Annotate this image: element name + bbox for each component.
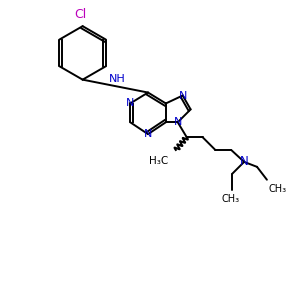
Text: H₃C: H₃C xyxy=(148,156,168,166)
Text: CH₃: CH₃ xyxy=(269,184,287,194)
Text: N: N xyxy=(174,117,182,127)
Text: N: N xyxy=(240,155,248,168)
Text: Cl: Cl xyxy=(74,8,87,21)
Text: N: N xyxy=(144,129,152,139)
Text: N: N xyxy=(178,91,187,100)
Text: NH: NH xyxy=(109,74,126,84)
Text: CH₃: CH₃ xyxy=(221,194,239,204)
Text: N: N xyxy=(126,98,134,108)
